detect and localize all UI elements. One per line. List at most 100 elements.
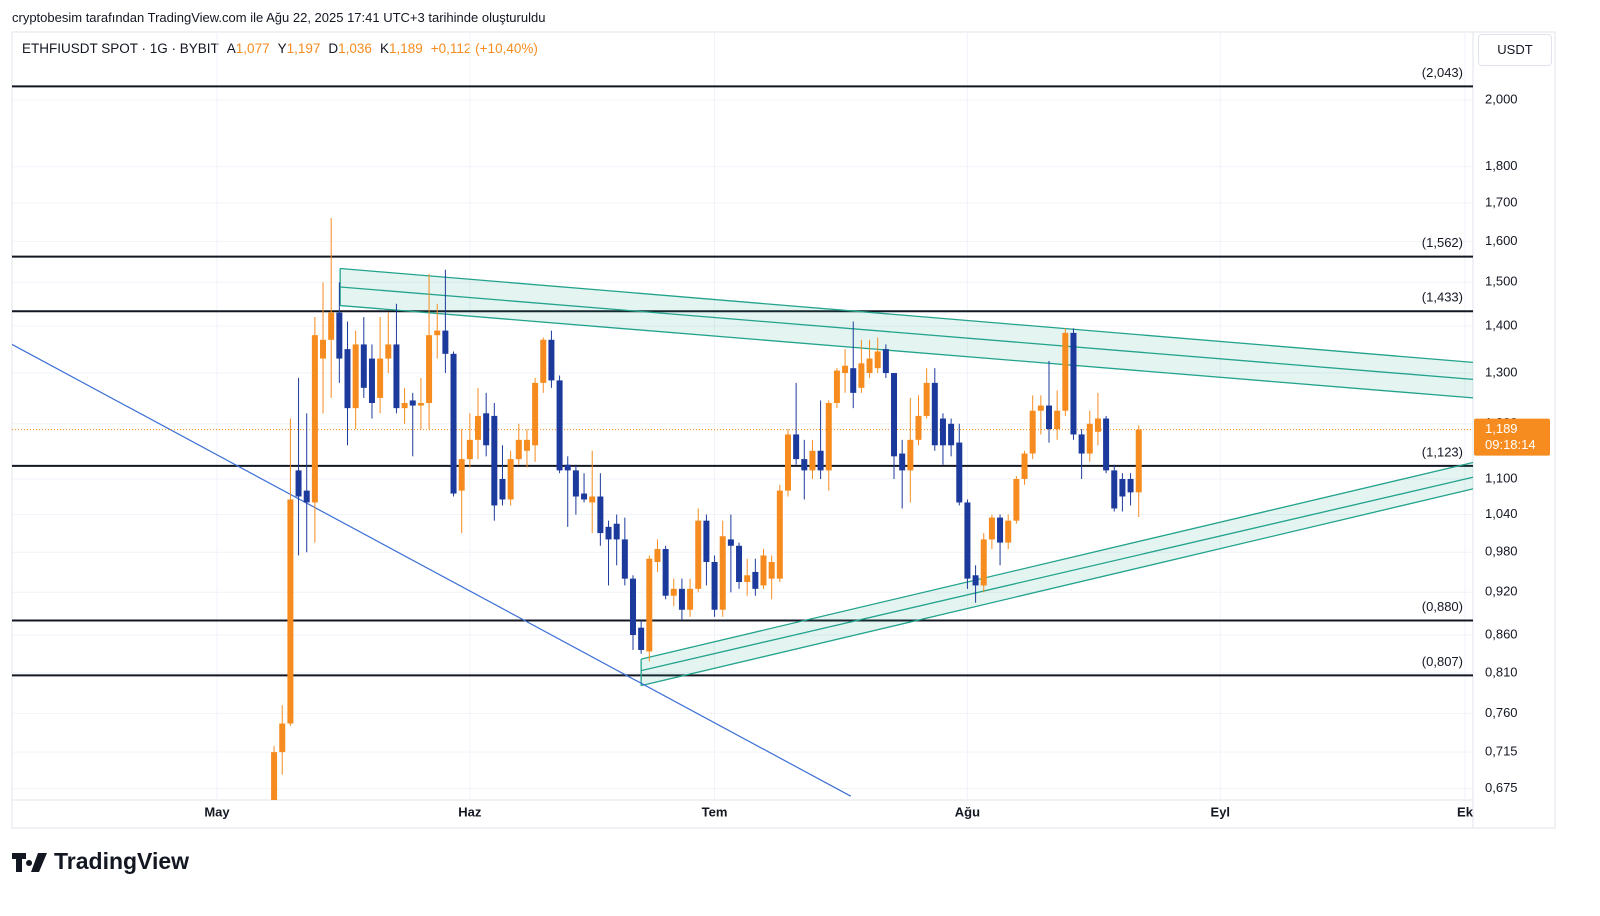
grid <box>12 32 1473 800</box>
candle-body <box>434 330 441 336</box>
candle-body <box>736 545 743 583</box>
candle-body <box>548 339 555 381</box>
candle-body <box>670 588 677 596</box>
candle-body <box>948 423 955 446</box>
candle-body <box>760 555 767 586</box>
legend-value: 1,189 <box>388 41 423 56</box>
candle-body <box>882 349 889 374</box>
x-tick-label: Tem <box>702 804 728 819</box>
symbol: ETHFIUSDT SPOT · 1G · BYBIT <box>22 41 219 56</box>
y-tick-label: 1,700 <box>1485 194 1518 209</box>
legend-key: A <box>226 41 236 56</box>
candle-body <box>475 415 482 440</box>
y-tick-label: 1,300 <box>1485 364 1518 379</box>
candle-body <box>450 353 457 494</box>
candle-body <box>931 382 938 446</box>
y-tick-label: 2,000 <box>1485 91 1518 106</box>
x-tick-label: Eyl <box>1211 804 1231 819</box>
currency-button[interactable]: USDT <box>1478 34 1552 66</box>
candle-body <box>589 496 596 503</box>
legend-key: D <box>328 41 339 56</box>
logo-text: TradingView <box>54 848 190 874</box>
x-tick-label: Ek <box>1457 804 1474 819</box>
candle-body <box>703 520 710 562</box>
candle-body <box>458 459 465 491</box>
candle-body <box>303 490 310 503</box>
legend-value: 1,036 <box>338 41 372 56</box>
candle-body <box>817 450 824 471</box>
candle-body <box>776 490 783 579</box>
candle-body <box>466 439 473 460</box>
candle-body <box>377 358 384 398</box>
candle-body <box>1119 478 1126 497</box>
candle-body <box>385 344 392 359</box>
candle-body <box>1103 418 1110 471</box>
y-tick-label: 1,400 <box>1485 317 1518 332</box>
candle-body <box>727 539 734 546</box>
channel-line <box>641 476 1473 672</box>
candle-body <box>711 561 718 610</box>
candle-body <box>393 344 400 409</box>
candle-body <box>409 400 416 406</box>
candle-body <box>842 365 849 374</box>
candle-body <box>833 370 840 404</box>
legend-value: 1,077 <box>235 41 270 56</box>
candle-body <box>287 499 294 724</box>
candle-body <box>344 349 351 409</box>
level-label: (1,562) <box>1422 235 1463 250</box>
candle-body <box>1037 405 1044 411</box>
y-tick-label: 0,860 <box>1485 626 1518 641</box>
candle-body <box>279 723 286 753</box>
y-tick-label: 0,810 <box>1485 664 1518 679</box>
y-tick-label: 1,100 <box>1485 470 1518 485</box>
candle-body <box>1135 429 1142 493</box>
candle-body <box>311 335 318 503</box>
legend-value: 1,197 <box>286 41 321 56</box>
candle-body <box>597 496 604 534</box>
candle-body <box>1111 470 1118 509</box>
candle-body <box>988 517 995 540</box>
channel-line <box>340 304 1473 399</box>
legend: ETHFIUSDT SPOT · 1G · BYBIT A1,077 Y1,197 D… <box>22 41 538 56</box>
candle-body <box>328 312 335 340</box>
y-tick-label: 0,980 <box>1485 544 1518 559</box>
candle-body <box>923 382 930 416</box>
candle-body <box>540 339 547 383</box>
candle-body <box>1021 453 1028 479</box>
candle-body <box>1029 410 1036 454</box>
candle-body <box>997 517 1004 543</box>
candle-body <box>499 478 506 500</box>
candle-body <box>972 575 979 586</box>
last-price-label: 1,189 <box>1485 421 1518 436</box>
candle-body <box>980 539 987 586</box>
candle-body <box>662 548 669 596</box>
candle-body <box>629 578 636 636</box>
candle-body <box>352 344 359 409</box>
level-label: (1,433) <box>1422 290 1463 305</box>
candle-body <box>426 335 433 404</box>
candle-body <box>825 403 832 471</box>
candle-body <box>1054 410 1061 430</box>
y-tick-label: 1,040 <box>1485 506 1518 521</box>
x-tick-label: May <box>204 804 230 819</box>
candle-body <box>442 330 449 354</box>
candle-body <box>1070 332 1077 435</box>
candle-body <box>621 539 628 579</box>
candle-body <box>907 439 914 471</box>
caption: cryptobesim tarafından TradingView.com i… <box>12 10 546 25</box>
candle-body <box>695 520 702 589</box>
legend-key: Y <box>277 41 287 56</box>
channel-line <box>340 286 1473 381</box>
candle-body <box>1045 405 1052 430</box>
candle-body <box>801 459 808 471</box>
candle-body <box>654 548 661 562</box>
last-price-badge <box>1474 418 1550 456</box>
candle-body <box>613 523 620 540</box>
legend-change: +0,112 (+10,40%) <box>430 41 538 56</box>
candle-body <box>507 459 514 500</box>
candle-body <box>915 415 922 440</box>
candle-body <box>1005 520 1012 543</box>
y-tick-label: 0,715 <box>1485 744 1518 759</box>
